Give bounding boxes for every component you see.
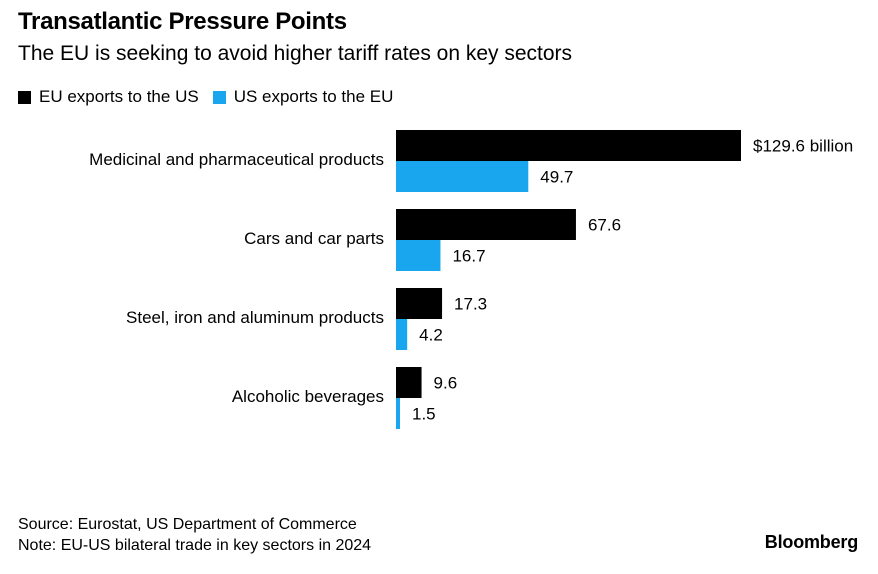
legend: EU exports to the US US exports to the E… [18,87,407,107]
legend-label-us: US exports to the EU [233,87,394,106]
category-label-steel-iron-and-aluminum-products: Steel, iron and aluminum products [126,308,384,327]
data-label-eu-cars-and-car-parts: 67.6 [588,216,621,235]
bar-us-cars-and-car-parts [396,240,441,271]
bar-chart: Medicinal and pharmaceutical products $12… [89,130,853,429]
data-label-us-steel-iron-and-aluminum-products: 4.2 [419,326,443,345]
source-note: Source: Eurostat, US Department of Comme… [18,516,357,533]
data-label-us-medicinal-and-pharmaceutical-products: 49.7 [540,168,573,187]
data-label-us-alcoholic-beverages: 1.5 [412,405,436,424]
footer: Source: Eurostat, US Department of Comme… [18,514,371,556]
category-label-medicinal-and-pharmaceutical-products: Medicinal and pharmaceutical products [89,150,384,169]
data-label-eu-alcoholic-beverages: 9.6 [434,374,458,393]
bar-eu-medicinal-and-pharmaceutical-products [396,130,741,161]
data-label-eu-medicinal-and-pharmaceutical-products: $129.6 billion [753,137,853,156]
footnote: Note: EU-US bilateral trade in key secto… [18,537,372,554]
data-label-eu-steel-iron-and-aluminum-products: 17.3 [454,295,487,314]
chart-subtitle: The EU is seeking to avoid higher tariff… [18,42,573,65]
legend-swatch-eu [18,90,31,104]
data-label-us-cars-and-car-parts: 16.7 [452,247,485,266]
category-label-alcoholic-beverages: Alcoholic beverages [232,387,384,406]
brand-logo: Bloomberg [764,532,858,552]
category-label-cars-and-car-parts: Cars and car parts [244,229,384,248]
bar-eu-steel-iron-and-aluminum-products [396,288,443,319]
bar-us-medicinal-and-pharmaceutical-products [396,161,529,192]
bar-eu-alcoholic-beverages [396,367,422,398]
legend-item-us: US exports to the EU [212,87,394,107]
bar-us-alcoholic-beverages [396,398,400,429]
chart-title: Transatlantic Pressure Points [18,8,347,35]
legend-label-eu: EU exports to the US [39,87,199,106]
bar-us-steel-iron-and-aluminum-products [396,319,408,350]
legend-item-eu: EU exports to the US [18,87,199,107]
bar-eu-cars-and-car-parts [396,209,576,240]
legend-swatch-us [212,90,226,104]
